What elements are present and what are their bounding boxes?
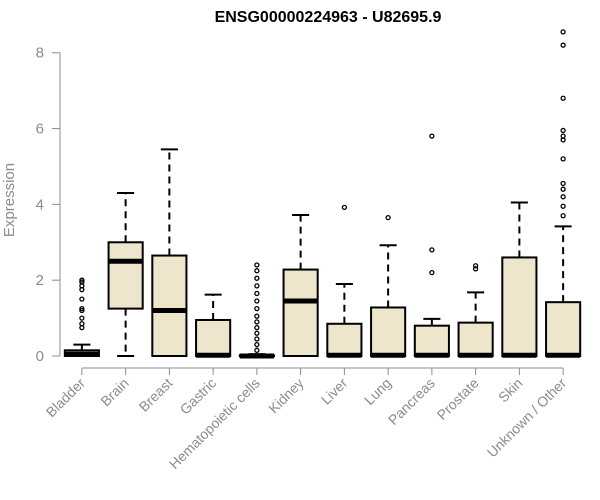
box-bladder [63,277,100,358]
outlier-point [79,321,85,327]
box-rect [326,322,363,358]
outlier-point [254,336,260,342]
outlier-point [254,313,260,319]
box-rect [501,256,538,357]
y-tick-label: 0 [36,348,44,365]
outlier-point [560,133,566,139]
outlier-point [254,324,260,331]
box-rect [370,306,407,357]
x-tick-label: Prostate [434,375,482,423]
x-tick-label: Pancreas [385,375,438,428]
outlier-point [254,283,260,289]
outlier-point [254,275,260,281]
box-series [63,29,582,359]
box-breast [151,148,188,357]
y-tick-label: 4 [36,196,44,213]
box-unknown-other [545,29,582,358]
outlier-point [254,268,260,274]
box-lung [370,214,407,358]
y-axis-label: Expression [1,163,18,237]
box-rect [151,254,188,357]
outlier-point [79,305,85,312]
box-rect [413,324,450,357]
x-tick-label: Lung [361,375,394,408]
box-gastric [195,293,232,358]
x-tick-label: Liver [318,375,351,408]
box-rect [282,268,319,357]
outlier-point [254,262,260,268]
outlier-point [254,330,260,336]
outlier-point [341,204,348,211]
outlier-point [472,266,479,272]
outlier-point [560,213,566,219]
box-liver [326,204,363,358]
outlier-point [472,263,479,269]
outlier-point [560,186,566,192]
x-tick-label: Kidney [265,375,307,417]
box-brain [107,192,144,357]
box-kidney [282,213,319,357]
outlier-point [79,279,85,285]
outlier-point [79,315,85,321]
x-tick-label: Bladder [43,375,89,421]
outlier-point [560,194,566,200]
outlier-point [560,203,566,209]
x-tick-label: Breast [136,375,176,415]
y-tick-label: 2 [36,272,44,289]
outlier-point [254,290,260,297]
outlier-point [385,214,391,221]
outlier-point [254,319,260,325]
outlier-point [429,133,435,139]
box-skin [501,201,538,358]
outlier-point [254,298,260,304]
box-rect [457,321,494,357]
chart-title: ENSG00000224963 - U82695.9 [215,9,442,26]
outlier-point [429,269,435,276]
x-tick-label: Brain [97,375,131,409]
outlier-point [560,29,566,35]
outlier-point [79,307,85,314]
outlier-point [560,95,566,101]
outlier-point [79,277,85,283]
x-tick-label: Gastric [177,375,220,418]
box-pancreas [413,133,450,358]
box-rect [195,318,232,357]
box-rect [545,301,582,357]
x-tick-label: Unknown / Other [484,375,570,461]
outlier-point [429,247,435,253]
outlier-point [254,341,260,348]
outlier-point [79,296,85,302]
outlier-point [254,305,260,312]
outlier-point [560,156,566,162]
y-tick-label: 6 [36,121,44,138]
outlier-point [254,347,260,353]
outlier-point [560,180,566,187]
y-tick-label: 8 [36,45,44,62]
box-hematopoietic-cells [238,262,275,359]
box-rect [107,241,144,310]
y-axis: 0 2 4 6 8 [36,45,61,365]
box-prostate [457,263,494,358]
x-tick-label: Skin [495,375,526,406]
outlier-point [560,127,566,134]
outlier-point [560,42,566,48]
